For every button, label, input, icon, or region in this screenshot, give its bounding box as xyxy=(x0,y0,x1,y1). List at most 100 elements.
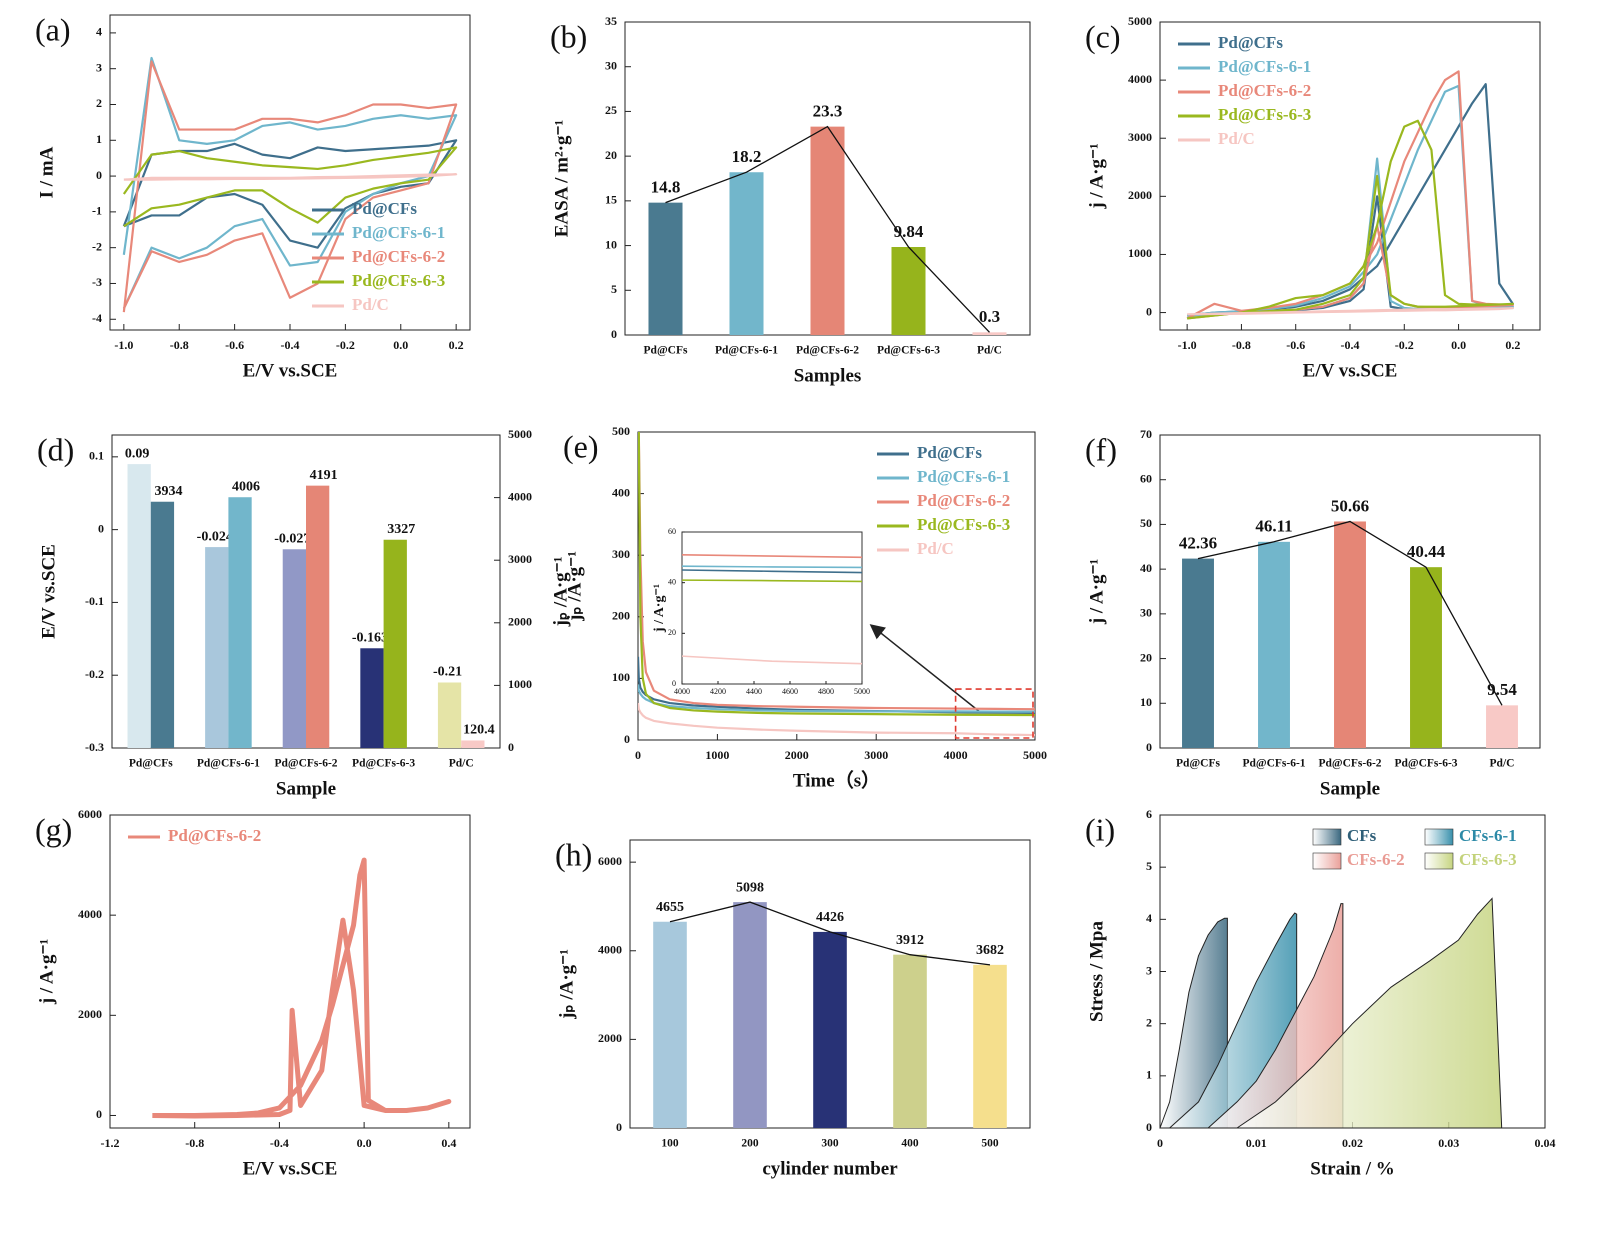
x-tick-label: 0.01 xyxy=(1246,1136,1267,1150)
panel-label: (i) xyxy=(1085,811,1115,847)
series-line xyxy=(638,684,1035,713)
x-tick-label: -0.4 xyxy=(1341,338,1360,352)
value-label: 42.36 xyxy=(1179,533,1217,552)
value-label: 3682 xyxy=(976,943,1004,958)
x-tick-label: 400 xyxy=(901,1138,919,1150)
y-tick-label: 50 xyxy=(1140,516,1152,530)
y-tick-label: 35 xyxy=(605,14,617,28)
legend-swatch xyxy=(1312,852,1342,870)
value-label: 120.4 xyxy=(463,723,495,738)
y-tick-label: -0.3 xyxy=(85,740,104,754)
value-label: 9.84 xyxy=(894,222,924,241)
bar xyxy=(733,902,767,1128)
x-tick-label: 0.2 xyxy=(1505,338,1520,352)
x-tick-label: 0.4 xyxy=(441,1136,456,1150)
legend-label: Pd@CFs-6-3 xyxy=(1218,105,1311,124)
x-axis-title: E/V vs.SCE xyxy=(243,360,338,381)
y-tick-label: -0.1 xyxy=(85,594,104,608)
y-tick-label: 0 xyxy=(624,732,630,746)
value-label: 4191 xyxy=(310,468,338,483)
panel-label: (f) xyxy=(1085,431,1117,467)
y-tick-label: 3000 xyxy=(1128,130,1152,144)
y-tick-label: 4000 xyxy=(598,943,622,957)
inset-y-label: j / A·g⁻¹ xyxy=(652,584,667,633)
x-tick-label: Pd@CFs-6-1 xyxy=(197,758,260,770)
legend-label: Pd@CFs-6-1 xyxy=(1218,57,1311,76)
x-axis-title: Sample xyxy=(276,778,336,799)
x-tick-label: 0.03 xyxy=(1438,1136,1459,1150)
value-label: 0.3 xyxy=(979,307,1000,326)
panel-label: (h) xyxy=(555,836,592,872)
series-line xyxy=(1187,307,1514,316)
y-axis-title: j / A·g⁻¹ xyxy=(1086,143,1107,209)
y-axis-title: E/V vs.SCE xyxy=(38,544,59,639)
x-axis-title: Samples xyxy=(794,365,862,386)
y-tick-label: 10 xyxy=(605,237,617,251)
value-label: 46.11 xyxy=(1255,517,1292,536)
value-label: 4655 xyxy=(656,900,684,915)
bar xyxy=(205,547,229,748)
legend-label: CFs xyxy=(1347,826,1377,845)
x-tick-label: 4000 xyxy=(674,687,690,696)
value-label: -0.027 xyxy=(274,532,310,547)
bar xyxy=(729,172,764,335)
y-tick-label: 1 xyxy=(1146,1068,1152,1082)
series-group xyxy=(122,56,458,313)
series-group xyxy=(152,857,452,1119)
x-tick-label: 0.0 xyxy=(393,338,408,352)
bar xyxy=(150,501,175,748)
x-axis-title: E/V vs.SCE xyxy=(1303,360,1398,381)
legend-label: Pd@CFs-6-2 xyxy=(917,491,1010,510)
legend-label: Pd/C xyxy=(352,295,389,314)
value-label: 40.44 xyxy=(1407,542,1446,561)
y-tick-label: 60 xyxy=(668,527,676,536)
x-tick-label: Pd@CFs-6-2 xyxy=(1318,758,1381,770)
x-tick-label: Pd@CFs xyxy=(644,345,688,357)
bar xyxy=(282,549,306,748)
value-label: -0.024 xyxy=(197,529,233,544)
x-tick-label: -0.6 xyxy=(225,338,244,352)
x-tick-label: 0.0 xyxy=(1451,338,1466,352)
y-tick-label: 2000 xyxy=(1128,188,1152,202)
x-tick-label: Pd@CFs-6-2 xyxy=(274,758,337,770)
series-line xyxy=(1187,119,1514,320)
legend-label: Pd/C xyxy=(1218,129,1255,148)
trend-line xyxy=(1197,520,1503,706)
x-tick-label: 4400 xyxy=(746,687,762,696)
legend-label: CFs-6-1 xyxy=(1459,826,1517,845)
panel-label: (b) xyxy=(550,18,587,54)
y-tick-label: 4 xyxy=(1146,911,1152,925)
x-tick-label: -1.2 xyxy=(101,1136,120,1150)
y-axis-title: jₚ /A·g⁻¹ xyxy=(556,949,577,1020)
y-tick-label: 0 xyxy=(1146,1120,1152,1134)
series-line xyxy=(638,702,1035,737)
y-tick-label: 0 xyxy=(672,679,676,688)
bar xyxy=(648,202,683,335)
x-tick-label: 4800 xyxy=(818,687,834,696)
legend-swatch xyxy=(1312,828,1342,846)
bar xyxy=(653,921,687,1128)
y-axis-title: I / mA xyxy=(36,146,57,198)
y-tick-label: 30 xyxy=(1140,606,1152,620)
value-label: 3934 xyxy=(154,484,182,499)
y-tick-label: 4 xyxy=(96,25,102,39)
panel-label: (e) xyxy=(563,428,599,464)
y-tick-label: 6 xyxy=(1146,807,1152,821)
legend-label: Pd@CFs-6-2 xyxy=(168,826,261,845)
y-tick-label: 4000 xyxy=(1128,72,1152,86)
x-axis-title: Time（s） xyxy=(793,768,880,791)
legend-label: CFs-6-2 xyxy=(1347,850,1405,869)
y-tick-label: -3 xyxy=(92,275,102,289)
bar xyxy=(461,740,485,748)
y-tick-label: 500 xyxy=(612,424,630,438)
inset-arrow xyxy=(869,624,981,713)
x-tick-label: 0.0 xyxy=(357,1136,372,1150)
y-tick-label: 30 xyxy=(605,58,617,72)
x-tick-label: 4200 xyxy=(710,687,726,696)
legend-label: CFs-6-3 xyxy=(1459,850,1517,869)
y-tick-label: 20 xyxy=(1140,650,1152,664)
value-label: 9.54 xyxy=(1487,680,1517,699)
series-line xyxy=(122,60,458,313)
